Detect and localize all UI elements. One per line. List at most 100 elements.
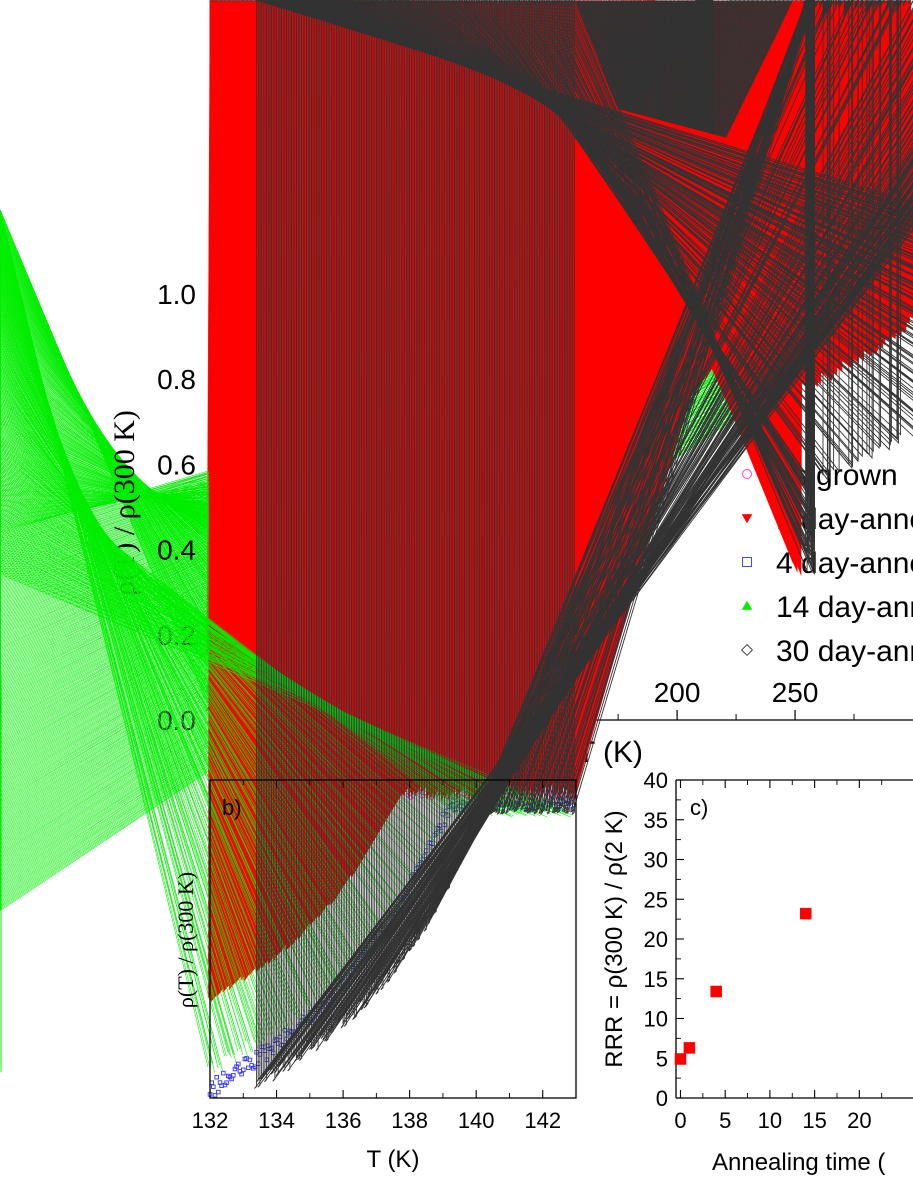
zoom-series-30-day-annealed bbox=[254, 0, 913, 1089]
zoom-data-point bbox=[463, 0, 854, 853]
zoom-data-point bbox=[335, 0, 913, 1026]
zoom-data-point bbox=[0, 254, 254, 1053]
x-tick-label: 142 bbox=[524, 1108, 561, 1133]
zoom-data-point bbox=[303, 0, 913, 1048]
zoom-data-point bbox=[452, 0, 870, 870]
x-tick-label: 200 bbox=[654, 677, 701, 708]
zoom-data-point bbox=[433, 0, 913, 914]
zoom-data-point bbox=[447, 0, 890, 890]
zoom-data-point bbox=[345, 0, 913, 1016]
zoom-data-point bbox=[558, 0, 810, 810]
zoom-series-14-day-annealed bbox=[0, 209, 573, 1073]
zoom-data-point bbox=[420, 0, 913, 930]
zoom-data-point bbox=[397, 0, 913, 964]
panel-b-label: b) bbox=[222, 795, 242, 820]
x-tick-label: 250 bbox=[772, 677, 819, 708]
zoom-data-point bbox=[246, 1065, 251, 1071]
zoom-data-point bbox=[437, 0, 899, 898]
zoom-data-point bbox=[315, 0, 913, 1052]
zoom-data-point bbox=[560, 0, 809, 809]
zoom-data-point bbox=[417, 0, 913, 941]
x-tick-label: 140 bbox=[458, 1108, 495, 1133]
zoom-data-point bbox=[453, 0, 863, 863]
zoom-data-point bbox=[428, 0, 913, 919]
zoom-data-point bbox=[239, 1071, 244, 1077]
zoom-data-point bbox=[365, 0, 913, 1007]
zoom-data-point bbox=[317, 0, 913, 1038]
zoom-data-point bbox=[380, 0, 913, 991]
zoom-data-point bbox=[425, 0, 913, 914]
zoom-data-point bbox=[458, 0, 859, 859]
zoom-data-point bbox=[322, 0, 913, 1041]
zoom-data-point bbox=[403, 0, 913, 947]
zoom-data-point bbox=[292, 0, 913, 1059]
zoom-data-point bbox=[545, 0, 812, 812]
legend-label: 30 day-annealed bbox=[776, 635, 913, 668]
panel-c-y-axis-title: RRR = ρ(300 K) / ρ(2 K) bbox=[601, 810, 628, 1067]
zoom-data-point bbox=[352, 0, 913, 1021]
zoom-data-point bbox=[402, 0, 913, 961]
zoom-data-point bbox=[236, 1061, 241, 1067]
zoom-data-point bbox=[442, 0, 891, 891]
zoom-data-point bbox=[372, 0, 913, 995]
zoom-data-point bbox=[275, 0, 913, 1077]
zoom-data-point bbox=[355, 0, 913, 1006]
zoom-data-point bbox=[432, 0, 901, 901]
zoom-data-point bbox=[330, 0, 913, 1034]
y-tick-label: 5 bbox=[656, 1046, 668, 1071]
zoom-data-point bbox=[310, 0, 913, 1050]
y-tick-label: 25 bbox=[644, 887, 668, 912]
zoom-data-point bbox=[440, 0, 900, 899]
zoom-data-point bbox=[430, 0, 913, 918]
zoom-data-point bbox=[287, 0, 913, 1072]
legend-marker bbox=[741, 600, 753, 610]
zoom-data-point bbox=[383, 0, 913, 974]
panel-c-x-axis-title: Annealing time ( bbox=[712, 1149, 885, 1176]
zoom-data-point bbox=[370, 0, 913, 986]
zoom-data-point bbox=[255, 0, 913, 1083]
zoom-data-point bbox=[290, 0, 913, 1060]
zoom-data-point bbox=[333, 0, 913, 1021]
zoom-data-point bbox=[566, 0, 814, 814]
rrr-point bbox=[683, 1042, 696, 1054]
panel-b-y-axis-title: ρ(T) / ρ(300 K) bbox=[173, 872, 198, 1008]
zoom-data-point bbox=[224, 1080, 229, 1085]
zoom-data-point bbox=[465, 0, 853, 853]
zoom-data-point bbox=[393, 0, 913, 974]
zoom-data-point bbox=[0, 442, 442, 848]
x-tick-label: 136 bbox=[325, 1108, 362, 1133]
zoom-data-point bbox=[342, 0, 913, 1024]
zoom-data-point bbox=[568, 0, 808, 808]
zoom-data-point bbox=[561, 0, 812, 812]
zoom-data-point bbox=[367, 0, 913, 996]
zoom-data-point bbox=[270, 0, 913, 1075]
zoom-data-point bbox=[347, 0, 913, 1020]
y-tick-label: 0 bbox=[656, 1086, 668, 1111]
y-tick-label: 0.4 bbox=[157, 535, 196, 566]
zoom-data-point bbox=[0, 294, 294, 1025]
zoom-data-point bbox=[408, 0, 913, 952]
zoom-data-point bbox=[392, 0, 913, 969]
zoom-data-point bbox=[313, 0, 913, 1043]
zoom-data-point bbox=[461, 0, 850, 850]
x-tick-label: 10 bbox=[758, 1108, 782, 1133]
zoom-data-point bbox=[338, 0, 913, 1015]
zoom-data-point bbox=[323, 0, 913, 1042]
zoom-data-point bbox=[320, 0, 913, 1039]
legend-marker bbox=[742, 469, 752, 479]
zoom-data-point bbox=[298, 0, 913, 1061]
zoom-data-point bbox=[280, 0, 913, 1070]
zoom-data-point bbox=[216, 1089, 221, 1095]
zoom-data-point bbox=[450, 0, 868, 868]
zoom-data-point bbox=[293, 0, 913, 1063]
zoom-data-point bbox=[267, 0, 913, 1071]
x-tick-label: 134 bbox=[258, 1108, 295, 1133]
panel-b-ticks: 132 134 136 138 140 142 bbox=[192, 780, 561, 1133]
panel-c-data-points bbox=[674, 907, 812, 1065]
zoom-data-point bbox=[536, 0, 811, 811]
zoom-data-point bbox=[427, 0, 913, 925]
zoom-data-point bbox=[262, 0, 913, 1076]
zoom-data-point bbox=[378, 0, 913, 986]
zoom-data-point bbox=[390, 0, 913, 965]
zoom-data-point bbox=[550, 0, 809, 809]
